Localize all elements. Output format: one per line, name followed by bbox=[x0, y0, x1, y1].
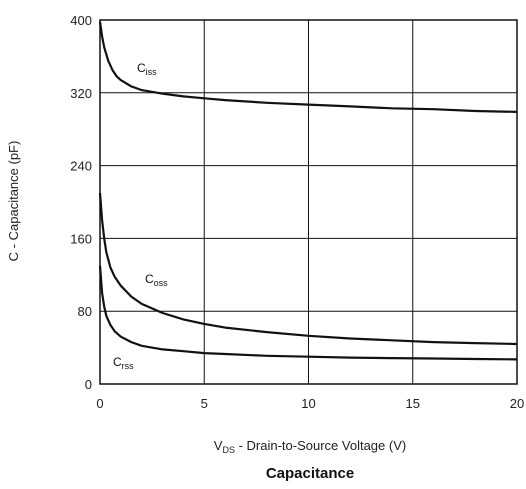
x-tick-label: 10 bbox=[301, 396, 315, 411]
y-tick-label: 240 bbox=[70, 159, 92, 174]
series-label-coss: Coss bbox=[145, 272, 168, 288]
series-label-ciss: Ciss bbox=[137, 61, 157, 77]
y-tick-label: 320 bbox=[70, 86, 92, 101]
y-tick-label: 400 bbox=[70, 13, 92, 28]
x-tick-label: 5 bbox=[201, 396, 208, 411]
y-tick-label: 80 bbox=[78, 304, 92, 319]
series-labels: Ciss Coss Crss bbox=[113, 61, 168, 371]
grid-lines bbox=[100, 20, 517, 384]
series-label-crss: Crss bbox=[113, 355, 134, 371]
x-tick-labels: 0 5 10 15 20 bbox=[96, 396, 524, 411]
y-tick-labels: 0 80 160 240 320 400 bbox=[70, 13, 92, 392]
x-axis-label-rest: - Drain-to-Source Voltage (V) bbox=[235, 438, 406, 453]
x-axis-label-main: V bbox=[214, 438, 223, 453]
x-tick-label: 15 bbox=[406, 396, 420, 411]
y-tick-label: 160 bbox=[70, 231, 92, 246]
chart-title: Capacitance bbox=[266, 465, 354, 482]
x-tick-label: 20 bbox=[510, 396, 524, 411]
x-tick-label: 0 bbox=[96, 396, 103, 411]
y-axis-label: C - Capacitance (pF) bbox=[6, 141, 21, 262]
x-axis-label-sub: DS bbox=[222, 445, 235, 455]
x-axis-label: VDS - Drain-to-Source Voltage (V) bbox=[214, 438, 406, 455]
y-tick-label: 0 bbox=[85, 377, 92, 392]
